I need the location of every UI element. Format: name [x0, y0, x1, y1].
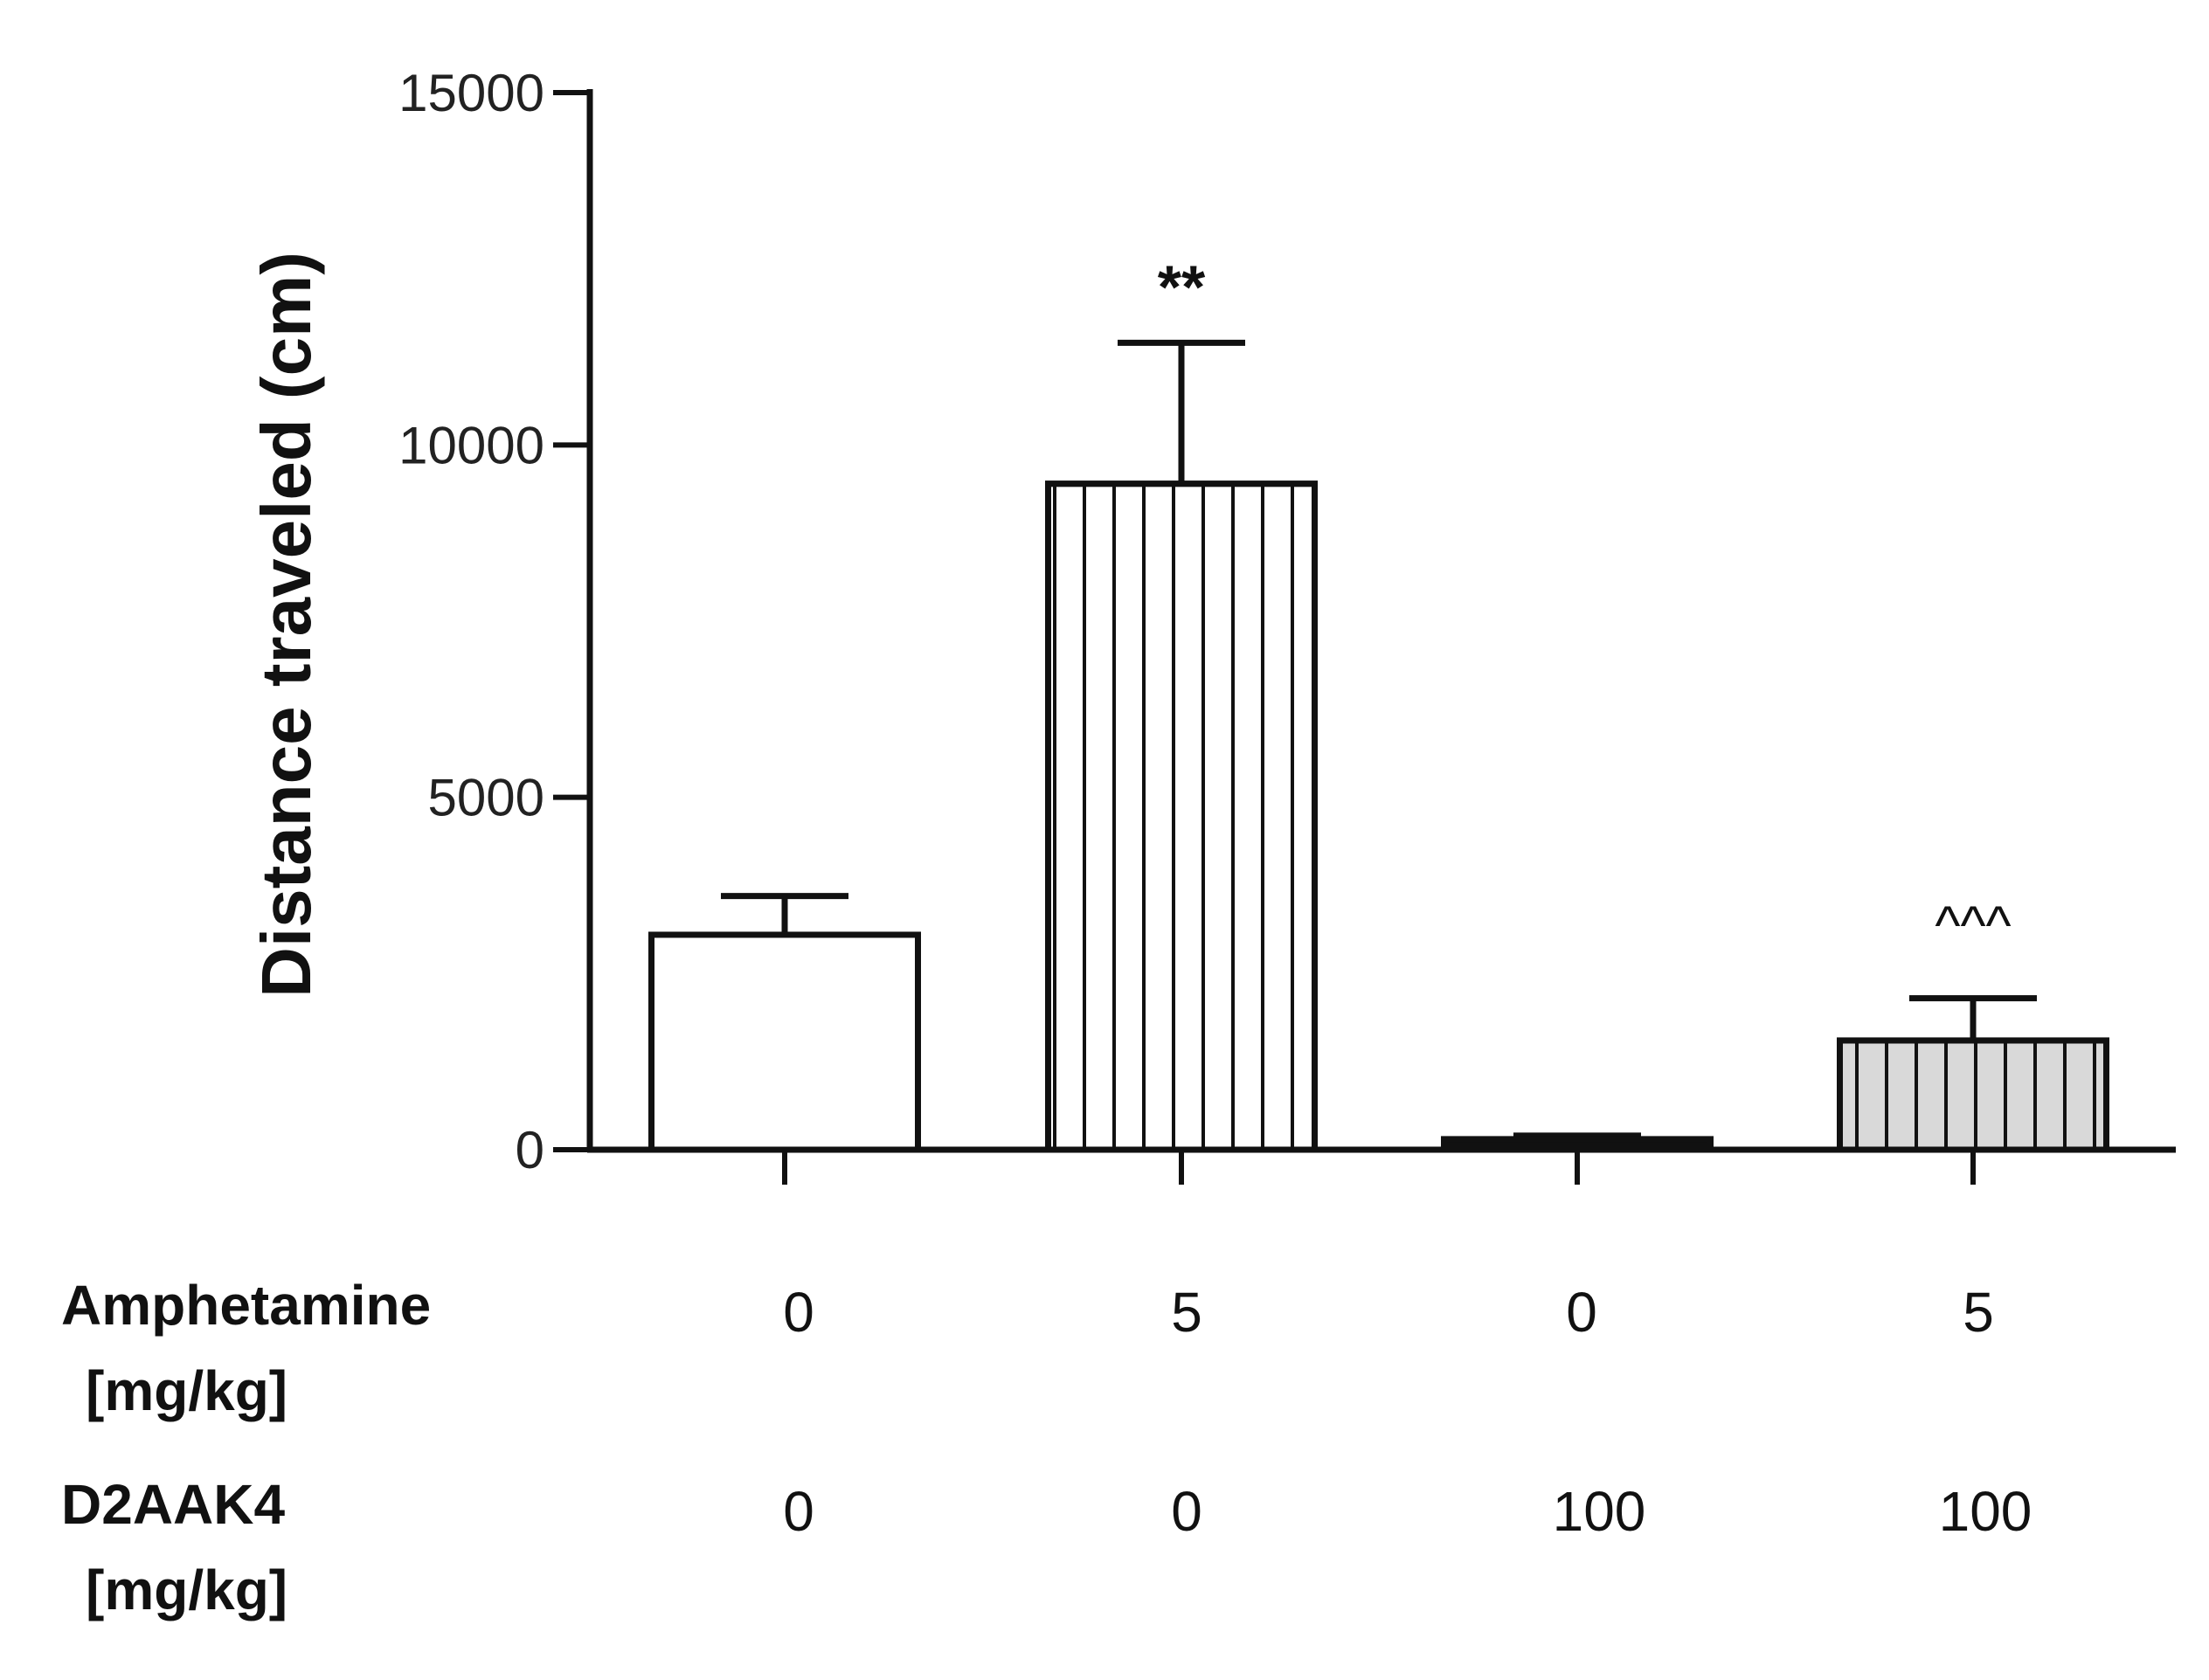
y-tick-label: 0 [516, 1121, 544, 1179]
amphetamine-dose-2: 5 [1171, 1281, 1202, 1344]
bar-hatch [1837, 1037, 2109, 1153]
y-tick-label: 5000 [428, 769, 544, 827]
amphetamine-dose-4: 5 [1963, 1281, 1994, 1344]
factor-amphetamine-name: Amphetamine [61, 1274, 432, 1337]
factor-d2aak4-unit: [mg/kg] [86, 1559, 288, 1621]
factor-d2aak4-label: D2AAK4 [mg/kg] [61, 1462, 287, 1633]
factor-amphetamine-unit: [mg/kg] [86, 1359, 288, 1422]
bar-hatch [1045, 480, 1318, 1153]
factor-d2aak4-name: D2AAK4 [61, 1473, 286, 1536]
d2aak4-dose-1: 0 [783, 1480, 814, 1543]
y-axis-ticks: 0 5000 10000 15000 [398, 64, 590, 1179]
bars: ** ^^^ [648, 252, 2109, 1153]
amphetamine-dose-1: 0 [783, 1281, 814, 1344]
x-axis-ticks [782, 1150, 1976, 1185]
significance-mark: ** [1158, 252, 1206, 321]
significance-mark: ^^^ [1935, 896, 2011, 957]
d2aak4-dose-2: 0 [1171, 1480, 1202, 1543]
d2aak4-dose-3: 100 [1552, 1480, 1646, 1543]
y-axis-label: Distance traveled (cm) [247, 252, 325, 998]
d2aak4-dose-4: 100 [1938, 1480, 2032, 1543]
factor-amphetamine-label: Amphetamine [mg/kg] [61, 1262, 431, 1434]
y-tick-label: 15000 [398, 64, 544, 122]
bar [648, 931, 921, 1153]
y-tick-label: 10000 [398, 416, 544, 474]
amphetamine-dose-3: 0 [1566, 1281, 1597, 1344]
